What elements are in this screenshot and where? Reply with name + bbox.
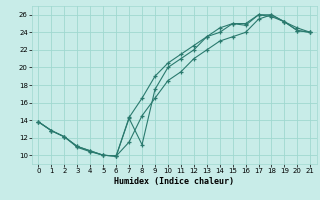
- X-axis label: Humidex (Indice chaleur): Humidex (Indice chaleur): [115, 177, 234, 186]
